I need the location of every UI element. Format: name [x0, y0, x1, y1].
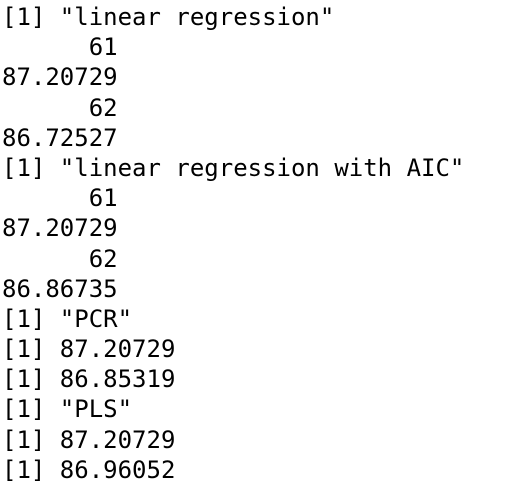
output-line: 62 — [2, 93, 118, 122]
output-line: 62 — [2, 244, 118, 273]
output-line: [1] 87.20729 — [2, 335, 176, 364]
output-line: 61 — [2, 33, 118, 62]
output-line: 86.72527 — [2, 123, 118, 152]
output-line: [1] "PLS" — [2, 395, 133, 424]
output-line: [1] "PCR" — [2, 304, 133, 333]
output-line: 86.86735 — [2, 274, 118, 303]
output-line: 61 — [2, 184, 118, 213]
output-line: [1] 87.20729 — [2, 425, 176, 454]
output-line: [1] "linear regression" — [2, 3, 335, 31]
output-line: [1] "linear regression with AIC" — [2, 153, 465, 182]
output-line: [1] 86.96052 — [2, 455, 176, 484]
output-line: 87.20729 — [2, 63, 118, 92]
output-line: 87.20729 — [2, 214, 118, 243]
output-line: [1] 86.85319 — [2, 365, 176, 394]
